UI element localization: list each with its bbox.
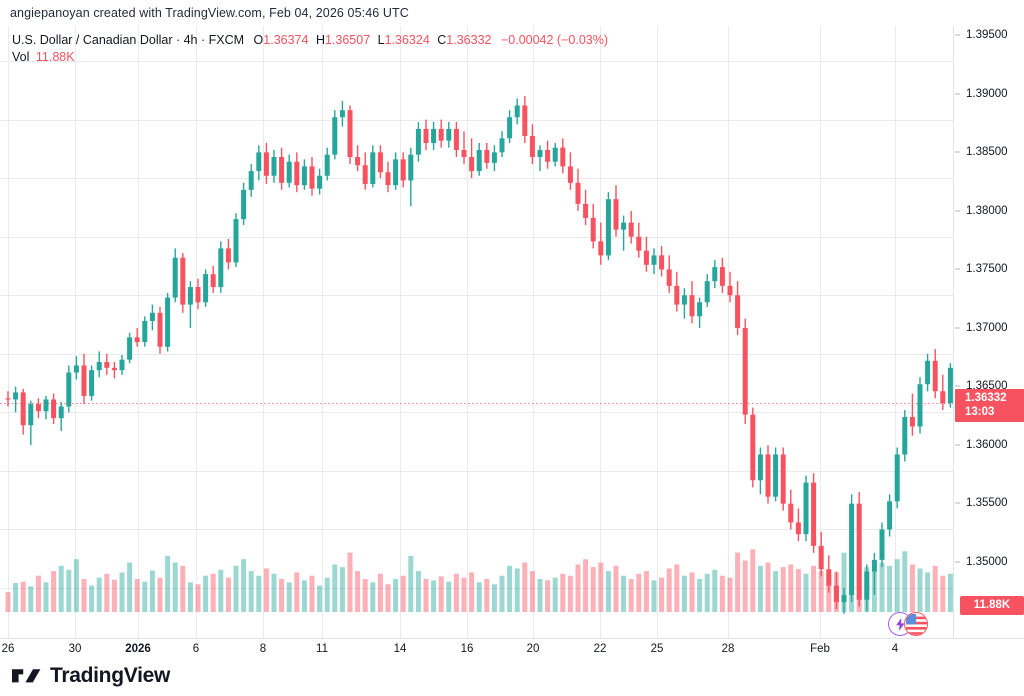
price-tick-dash [955,210,960,212]
us-flag-icon[interactable] [904,612,928,636]
tradingview-logo-text: TradingView [50,664,171,687]
price-tick-label: 1.37500 [955,263,1008,275]
footer-bar: TradingView [0,660,1024,696]
price-tick-label: 1.37000 [955,322,1008,334]
price-tick-dash [955,34,960,36]
legend-volume-label[interactable]: Vol [12,50,30,64]
tradingview-mark-icon [12,669,41,683]
legend-low-value: 1.36324 [384,33,430,47]
candlestick-series [5,96,953,614]
legend-open-value: 1.36374 [263,33,309,47]
legend-symbol-row: U.S. Dollar / Canadian Dollar · 4h · FXC… [12,32,608,49]
price-tick-dash [955,327,960,329]
tradingview-logo[interactable]: TradingView [12,664,170,688]
current-price-badge[interactable]: 1.36332 13:03 [955,389,1024,422]
attribution-watermark: angiepanoyan created with TradingView.co… [10,6,409,20]
legend-interval[interactable]: 4h [183,33,198,47]
price-tick-label: 1.38500 [955,146,1008,158]
legend-close-key: C [437,33,447,47]
price-tick-label: 1.36000 [955,439,1008,451]
time-axis[interactable]: 26 30 2026 6 8 11 14 16 20 22 25 28 Feb 4 [0,638,1024,661]
time-tick-label: 2026 [125,643,151,655]
legend-open-key: O [253,33,264,47]
legend-high-key: H [315,33,325,47]
time-tick-label: 16 [460,643,474,655]
price-tick-dash [955,151,960,153]
legend-change: −0.00042 (−0.03%) [500,33,608,47]
legend-high-value: 1.36507 [324,33,371,47]
price-tick-label: 1.35500 [955,497,1008,509]
legend-symbol[interactable]: U.S. Dollar / Canadian Dollar [12,33,173,47]
legend-exchange: FXCM [208,33,245,47]
time-tick-label: 8 [259,643,267,655]
chart-status-badges[interactable] [888,612,936,638]
price-tick-label: 1.38000 [955,205,1008,217]
time-tick-label: 30 [68,643,82,655]
time-tick-label: 11 [316,643,328,655]
time-tick-label: 28 [721,643,735,655]
chart-plot-area[interactable] [0,26,953,638]
price-tick-dash [955,444,960,446]
price-tick-dash [955,385,960,387]
time-tick-label: 14 [393,643,407,655]
legend-volume-value: 11.88K [35,50,75,64]
price-axis[interactable]: 1.39500 1.39000 1.38500 1.38000 1.37500 1.370… [953,26,1024,638]
price-tick-label: 1.39500 [955,29,1008,41]
price-tick-dash [955,93,960,95]
price-tick-label: 1.35000 [955,556,1008,568]
price-tick-dash [955,502,960,504]
volume-badge[interactable]: 11.88K [960,596,1024,615]
time-tick-label: 22 [593,643,607,655]
time-tick-label: 4 [891,643,899,655]
time-tick-label: 20 [526,643,540,655]
time-tick-label: 6 [192,643,200,655]
price-tick-label: 1.39000 [955,88,1008,100]
price-tick-dash [955,561,960,563]
current-price-value: 1.36332 [965,392,1007,404]
time-tick-label: 25 [650,643,664,655]
price-tick-dash [955,268,960,270]
time-tick-label: Feb [810,643,830,655]
current-price-line [0,403,953,404]
current-price-time: 13:03 [965,406,995,418]
chart-legend[interactable]: U.S. Dollar / Canadian Dollar · 4h · FXC… [12,32,608,66]
legend-sep-1: · [172,33,184,47]
legend-volume-row: Vol 11.88K [12,49,608,66]
legend-low-key: L [377,33,385,47]
legend-sep-2: · [197,33,209,47]
volume-histogram [5,549,953,612]
chart-container[interactable]: U.S. Dollar / Canadian Dollar · 4h · FXC… [0,26,1024,638]
legend-close-value: 1.36332 [446,33,492,47]
time-tick-label: 26 [1,643,15,655]
